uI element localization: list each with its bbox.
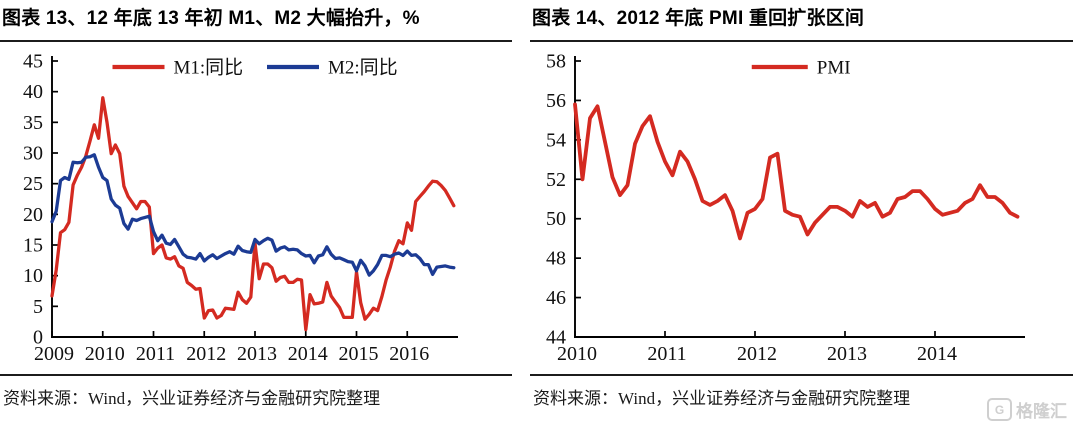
- x-tick-label: 2013: [237, 343, 277, 365]
- legend-label-0: M1:同比: [174, 57, 244, 79]
- y-tick-label: 58: [546, 51, 566, 73]
- series-line-0: [50, 96, 456, 332]
- pmi-line-chart: 44 46 48 50 52 54 56 58 2010 2011 2012 2013 2014 PMI: [546, 51, 1025, 365]
- series-line-0: [573, 102, 1020, 241]
- gelonghui-watermark: G 格隆汇: [987, 397, 1067, 422]
- x-tick-label: 2012: [186, 343, 226, 365]
- x-tick-label: 2014: [917, 343, 957, 365]
- x-tick-label: 2014: [288, 343, 328, 365]
- figure-13-panel: 图表 13、12 年底 13 年初 M1、M2 大幅抬升，% 0 5 10 15 20 2…: [0, 0, 512, 409]
- series-line-1: [50, 153, 456, 277]
- legend-label-1: M2:同比: [328, 57, 398, 79]
- figure-14-title-divider: [530, 40, 1073, 42]
- y-tick-label: 40: [23, 81, 43, 103]
- figure-13-source: 资料来源：Wind，兴业证券经济与金融研究院整理: [3, 389, 381, 408]
- x-tick-label: 2010: [85, 343, 125, 365]
- x-tick-label: 2009: [34, 343, 74, 365]
- figure-13-title-divider: [0, 40, 512, 42]
- y-tick-label: 45: [23, 51, 43, 73]
- y-tick-label: 54: [546, 129, 566, 151]
- y-tick-label: 15: [23, 235, 43, 257]
- figure-13-source-divider: [0, 374, 512, 376]
- x-tick-label: 2010: [557, 343, 597, 365]
- figure-14-panel: 图表 14、2012 年底 PMI 重回扩张区间 44 46 48 50 52 54 56 5…: [530, 0, 1073, 409]
- figure-13-title: 图表 13、12 年底 13 年初 M1、M2 大幅抬升，%: [2, 8, 420, 29]
- x-tick-label: 2013: [827, 343, 867, 365]
- legend-label-0: PMI: [817, 58, 851, 79]
- gelonghui-logo-icon: G: [987, 398, 1012, 421]
- y-tick-label: 44: [546, 327, 566, 349]
- y-tick-label: 10: [23, 265, 43, 287]
- m1-m2-line-chart: 0 5 10 15 20 25 30 35 40 45 2009 2010 2011 2012 2013 20…: [23, 51, 458, 365]
- y-tick-label: 46: [546, 287, 566, 309]
- figure-14-source-divider: [530, 374, 1073, 376]
- y-tick-label: 25: [23, 173, 43, 195]
- x-tick-label: 2016: [389, 343, 429, 365]
- y-tick-label: 20: [23, 204, 43, 226]
- gelonghui-watermark-text: 格隆汇: [1016, 402, 1067, 421]
- figure-14-source: 资料来源：Wind，兴业证券经济与金融研究院整理: [533, 389, 911, 408]
- y-tick-label: 56: [546, 90, 566, 112]
- y-tick-label: 35: [23, 112, 43, 134]
- y-tick-label: 0: [33, 327, 43, 349]
- y-tick-label: 30: [23, 143, 43, 165]
- y-tick-label: 52: [546, 169, 566, 191]
- x-tick-label: 2011: [647, 343, 686, 365]
- x-tick-label: 2015: [339, 343, 379, 365]
- x-tick-label: 2011: [136, 343, 175, 365]
- x-tick-label: 2012: [737, 343, 777, 365]
- y-tick-label: 50: [546, 208, 566, 230]
- y-tick-label: 48: [546, 248, 566, 270]
- y-tick-label: 5: [33, 296, 43, 318]
- figure-14-title: 图表 14、2012 年底 PMI 重回扩张区间: [532, 8, 865, 29]
